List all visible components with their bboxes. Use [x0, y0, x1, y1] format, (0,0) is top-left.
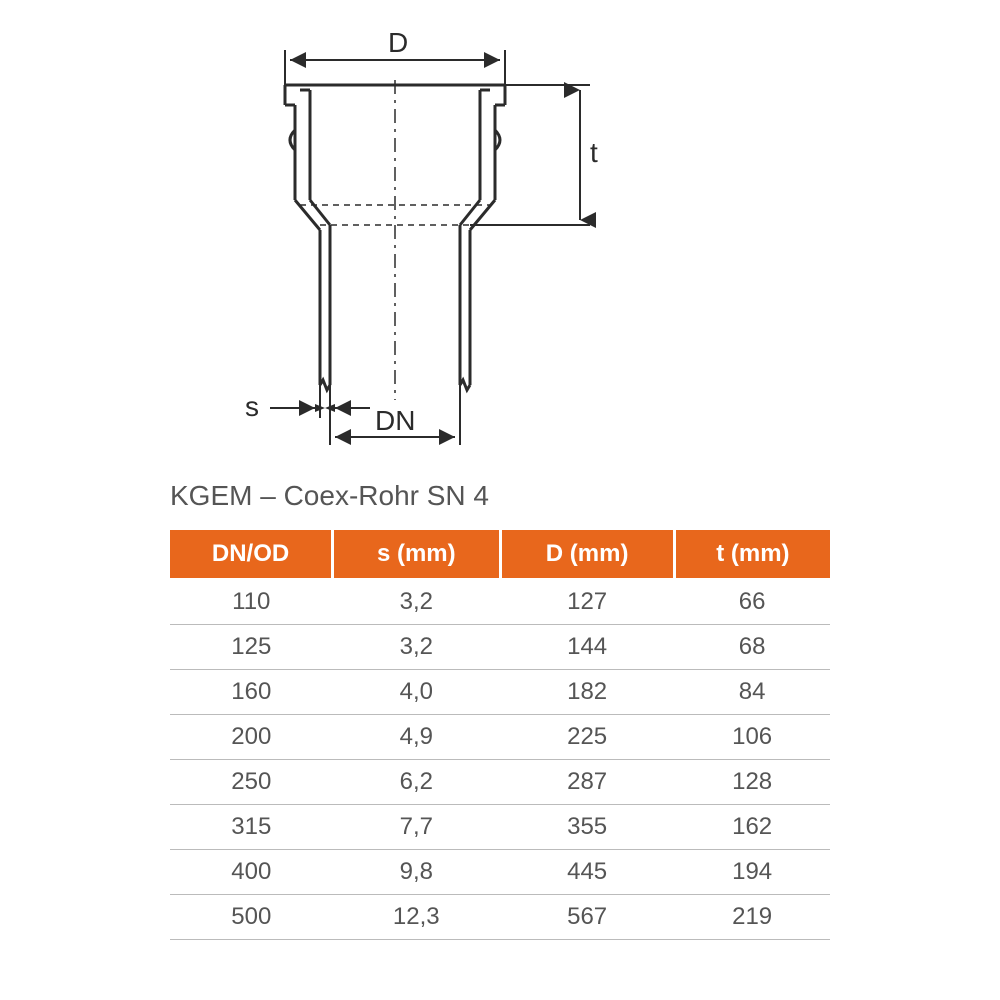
table-header-cell: DN/OD [170, 530, 333, 579]
table-cell: 194 [674, 850, 830, 895]
table-row: 3157,7355162 [170, 805, 830, 850]
table-cell: 110 [170, 579, 333, 625]
spec-table: DN/ODs (mm)D (mm)t (mm) 1103,2127661253,… [170, 530, 830, 940]
table-cell: 9,8 [333, 850, 500, 895]
table-cell: 160 [170, 670, 333, 715]
table-cell: 567 [500, 895, 674, 940]
table-cell: 355 [500, 805, 674, 850]
table-cell: 66 [674, 579, 830, 625]
table-cell: 200 [170, 715, 333, 760]
table-row: 1604,018284 [170, 670, 830, 715]
table-cell: 250 [170, 760, 333, 805]
table-cell: 3,2 [333, 625, 500, 670]
table-cell: 12,3 [333, 895, 500, 940]
table-cell: 400 [170, 850, 333, 895]
dim-label-dn: DN [375, 405, 415, 436]
table-cell: 84 [674, 670, 830, 715]
table-cell: 219 [674, 895, 830, 940]
dim-label-s: s [245, 391, 259, 422]
table-cell: 127 [500, 579, 674, 625]
table-cell: 315 [170, 805, 333, 850]
table-cell: 106 [674, 715, 830, 760]
table-row: 4009,8445194 [170, 850, 830, 895]
table-header-cell: t (mm) [674, 530, 830, 579]
table-row: 2506,2287128 [170, 760, 830, 805]
table-cell: 6,2 [333, 760, 500, 805]
table-cell: 7,7 [333, 805, 500, 850]
table-cell: 4,0 [333, 670, 500, 715]
dim-label-t: t [590, 137, 598, 168]
table-cell: 225 [500, 715, 674, 760]
dim-label-d: D [388, 30, 408, 58]
table-cell: 125 [170, 625, 333, 670]
table-row: 2004,9225106 [170, 715, 830, 760]
table-header-cell: D (mm) [500, 530, 674, 579]
pipe-diagram: D t s DN [170, 30, 730, 450]
table-cell: 68 [674, 625, 830, 670]
table-title: KGEM – Coex-Rohr SN 4 [170, 480, 489, 512]
table-row: 1253,214468 [170, 625, 830, 670]
table-cell: 287 [500, 760, 674, 805]
table-cell: 144 [500, 625, 674, 670]
table-cell: 182 [500, 670, 674, 715]
table-cell: 500 [170, 895, 333, 940]
table-cell: 4,9 [333, 715, 500, 760]
table-cell: 445 [500, 850, 674, 895]
table-header-cell: s (mm) [333, 530, 500, 579]
table-cell: 3,2 [333, 579, 500, 625]
table-row: 1103,212766 [170, 579, 830, 625]
table-row: 50012,3567219 [170, 895, 830, 940]
table-cell: 162 [674, 805, 830, 850]
table-cell: 128 [674, 760, 830, 805]
